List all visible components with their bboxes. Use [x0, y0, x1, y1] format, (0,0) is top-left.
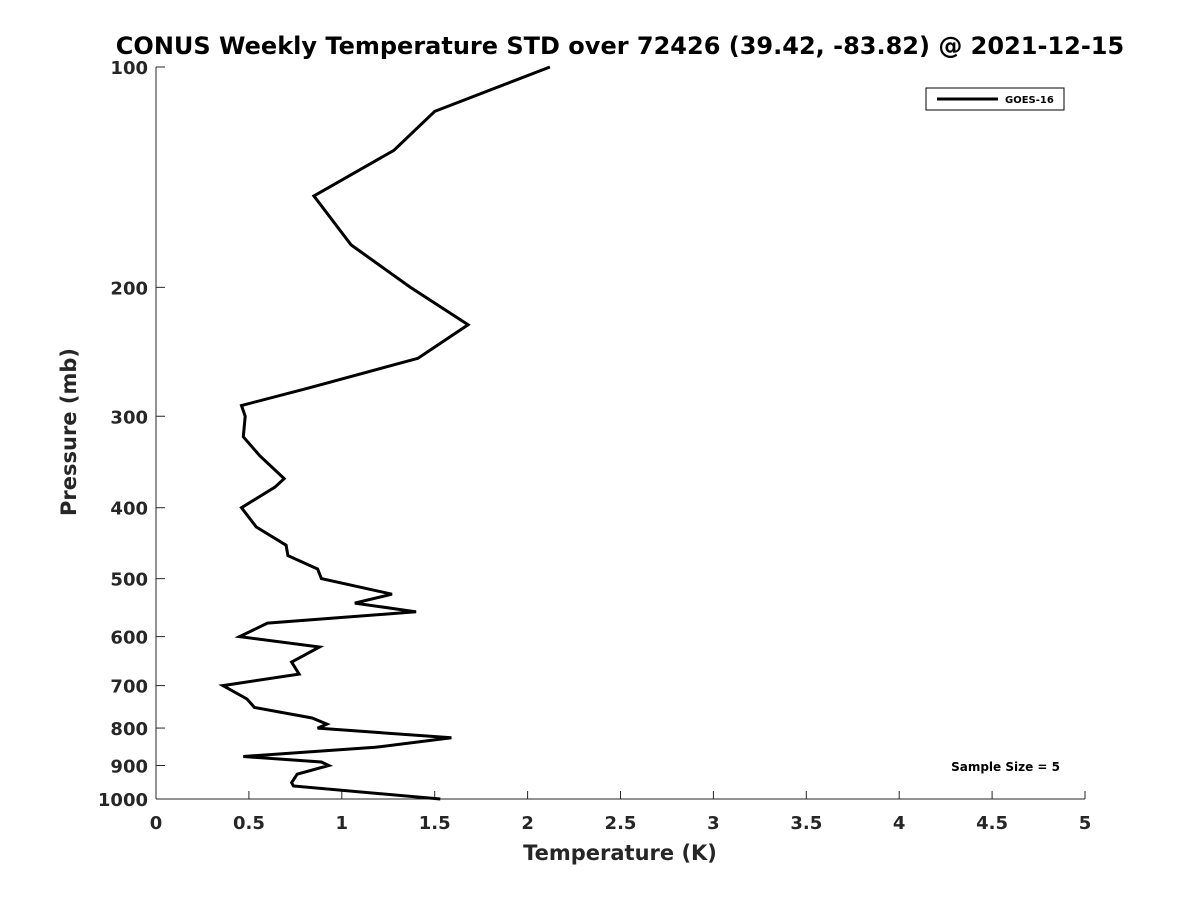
legend-entry: GOES-16	[1005, 95, 1054, 106]
y-tick-label: 800	[110, 719, 148, 740]
x-tick-label: 3	[707, 813, 720, 834]
x-tick-label: 3.5	[790, 813, 822, 834]
x-tick-label: 2	[521, 813, 534, 834]
y-tick-label: 1000	[98, 790, 148, 811]
x-tick-label: 0	[150, 813, 163, 834]
x-tick-label: 1.5	[419, 813, 451, 834]
y-tick-label: 900	[110, 757, 148, 778]
y-tick-label: 300	[110, 407, 148, 428]
series-line-goes-16	[218, 65, 551, 801]
x-tick-label: 2.5	[605, 813, 637, 834]
x-tick-label: 4	[893, 813, 906, 834]
y-tick-label: 100	[110, 58, 148, 79]
axes: 0 0.5 1 1.5 2 2.5 3 3.5 4 4.5 5 100 200 300 400 500 600 7…	[98, 58, 1091, 834]
x-tick-label: 1	[336, 813, 349, 834]
x-tick-label: 0.5	[233, 813, 265, 834]
sample-size-annotation: Sample Size = 5	[951, 760, 1060, 774]
y-tick-label: 500	[110, 570, 148, 591]
x-tick-label: 4.5	[976, 813, 1008, 834]
y-tick-label: 600	[110, 628, 148, 649]
y-tick-label: 200	[110, 278, 148, 299]
x-tick-label: 5	[1079, 813, 1092, 834]
legend: GOES-16	[925, 87, 1065, 111]
x-axis-label: Temperature (K)	[523, 841, 717, 865]
y-tick-label: 400	[110, 499, 148, 520]
chart-title: CONUS Weekly Temperature STD over 72426 …	[116, 32, 1124, 60]
y-tick-label: 700	[110, 677, 148, 698]
y-axis-label: Pressure (mb)	[57, 348, 81, 516]
series-layer	[218, 65, 551, 801]
